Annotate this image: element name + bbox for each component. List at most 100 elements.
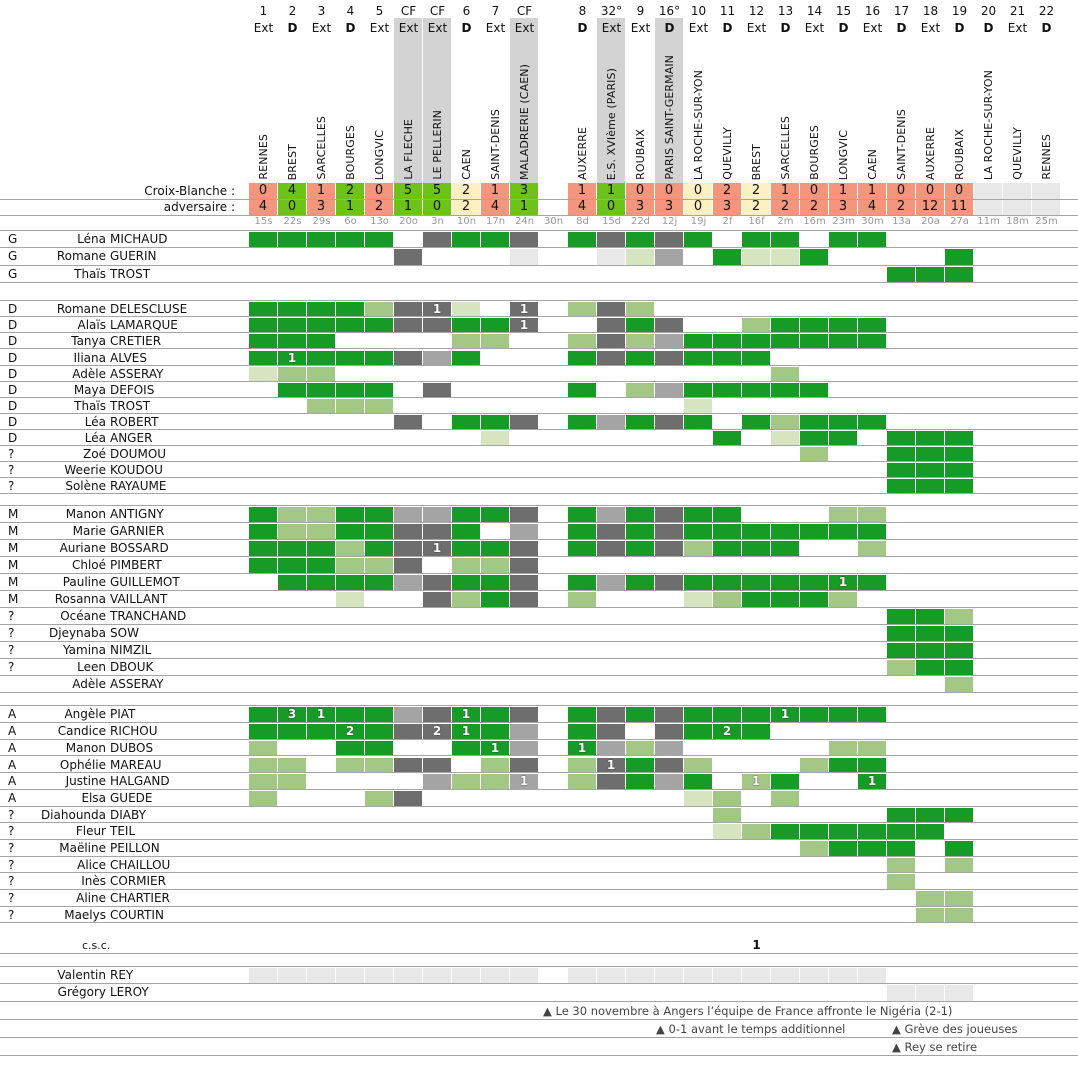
appearance-cell[interactable] bbox=[481, 757, 509, 773]
appearance-cell[interactable] bbox=[365, 507, 393, 523]
appearance-cell[interactable] bbox=[278, 302, 306, 317]
appearance-cell[interactable] bbox=[655, 707, 683, 723]
appearance-cell[interactable] bbox=[684, 398, 712, 413]
appearance-cell[interactable] bbox=[887, 463, 915, 478]
appearance-cell[interactable] bbox=[916, 643, 944, 659]
appearance-cell[interactable] bbox=[481, 414, 509, 429]
player-last-name[interactable]: NIMZIL bbox=[110, 643, 152, 658]
appearance-cell[interactable] bbox=[278, 558, 306, 574]
appearance-cell[interactable] bbox=[858, 575, 886, 591]
appearance-cell[interactable] bbox=[655, 318, 683, 333]
appearance-cell[interactable] bbox=[597, 249, 625, 265]
appearance-cell[interactable] bbox=[597, 318, 625, 333]
appearance-cell[interactable] bbox=[887, 874, 915, 890]
appearance-cell[interactable] bbox=[452, 967, 480, 983]
appearance-cell[interactable] bbox=[249, 724, 277, 739]
opponent-name[interactable]: PARIS SAINT-GERMAIN bbox=[655, 35, 684, 180]
appearance-cell[interactable] bbox=[771, 541, 799, 557]
appearance-cell[interactable] bbox=[365, 524, 393, 540]
appearance-cell[interactable] bbox=[249, 302, 277, 317]
appearance-cell[interactable] bbox=[829, 707, 857, 723]
appearance-cell[interactable] bbox=[365, 707, 393, 723]
appearance-cell[interactable] bbox=[278, 382, 306, 397]
player-last-name[interactable]: PIMBERT bbox=[110, 558, 162, 573]
appearance-cell[interactable] bbox=[423, 967, 451, 983]
appearance-cell[interactable] bbox=[249, 350, 277, 365]
appearance-cell[interactable] bbox=[278, 757, 306, 773]
appearance-cell[interactable] bbox=[684, 334, 712, 349]
appearance-cell[interactable] bbox=[336, 558, 364, 574]
appearance-cell[interactable] bbox=[800, 447, 828, 462]
appearance-cell[interactable] bbox=[945, 626, 973, 642]
appearance-cell[interactable] bbox=[452, 740, 480, 756]
appearance-cell[interactable] bbox=[684, 790, 712, 806]
appearance-cell[interactable] bbox=[481, 232, 509, 248]
appearance-cell[interactable] bbox=[423, 774, 451, 789]
appearance-cell[interactable] bbox=[800, 382, 828, 397]
appearance-cell[interactable] bbox=[858, 824, 886, 839]
appearance-cell[interactable]: 3 bbox=[278, 707, 306, 723]
appearance-cell[interactable] bbox=[336, 592, 364, 608]
appearance-cell[interactable] bbox=[510, 967, 538, 983]
appearance-cell[interactable] bbox=[887, 266, 915, 283]
appearance-cell[interactable] bbox=[336, 382, 364, 397]
opponent-name[interactable]: LONGVIC bbox=[829, 35, 858, 180]
appearance-cell[interactable] bbox=[336, 541, 364, 557]
player-last-name[interactable]: ASSERAY bbox=[110, 677, 164, 692]
appearance-cell[interactable] bbox=[365, 967, 393, 983]
appearance-cell[interactable] bbox=[249, 507, 277, 523]
appearance-cell[interactable] bbox=[365, 575, 393, 591]
player-last-name[interactable]: CHAILLOU bbox=[110, 857, 171, 872]
appearance-cell[interactable] bbox=[916, 266, 944, 283]
player-last-name[interactable]: TEIL bbox=[110, 824, 136, 839]
appearance-cell[interactable] bbox=[916, 479, 944, 494]
appearance-cell[interactable] bbox=[307, 366, 335, 381]
appearance-cell[interactable]: 1 bbox=[858, 774, 886, 789]
player-first-name[interactable]: Djeynaba bbox=[49, 626, 106, 641]
appearance-cell[interactable] bbox=[771, 366, 799, 381]
appearance-cell[interactable] bbox=[945, 807, 973, 823]
appearance-cell[interactable] bbox=[626, 302, 654, 317]
opponent-name[interactable]: LA FLECHE bbox=[394, 35, 423, 180]
appearance-cell[interactable] bbox=[916, 824, 944, 839]
appearance-cell[interactable] bbox=[945, 479, 973, 494]
appearance-cell[interactable] bbox=[481, 707, 509, 723]
appearance-cell[interactable] bbox=[249, 790, 277, 806]
appearance-cell[interactable] bbox=[597, 740, 625, 756]
opponent-name[interactable]: SAINT-DENIS bbox=[887, 35, 916, 180]
appearance-cell[interactable] bbox=[568, 707, 596, 723]
appearance-cell[interactable] bbox=[278, 774, 306, 789]
player-first-name[interactable]: Diahounda bbox=[40, 807, 106, 822]
appearance-cell[interactable] bbox=[800, 967, 828, 983]
appearance-cell[interactable] bbox=[829, 592, 857, 608]
appearance-cell[interactable] bbox=[626, 967, 654, 983]
appearance-cell[interactable] bbox=[278, 318, 306, 333]
appearance-cell[interactable] bbox=[655, 541, 683, 557]
appearance-cell[interactable] bbox=[713, 807, 741, 823]
appearance-cell[interactable] bbox=[713, 350, 741, 365]
appearance-cell[interactable] bbox=[597, 575, 625, 591]
appearance-cell[interactable] bbox=[887, 643, 915, 659]
appearance-cell[interactable] bbox=[249, 757, 277, 773]
appearance-cell[interactable] bbox=[655, 740, 683, 756]
appearance-cell[interactable] bbox=[365, 382, 393, 397]
player-first-name[interactable]: Romane bbox=[56, 249, 106, 264]
appearance-cell[interactable] bbox=[887, 841, 915, 856]
appearance-cell[interactable]: 2 bbox=[336, 724, 364, 739]
appearance-cell[interactable] bbox=[858, 967, 886, 983]
player-last-name[interactable]: PIAT bbox=[110, 707, 136, 722]
player-first-name[interactable]: Thaïs bbox=[74, 266, 106, 281]
appearance-cell[interactable] bbox=[452, 774, 480, 789]
appearance-cell[interactable] bbox=[887, 660, 915, 676]
appearance-cell[interactable]: 1 bbox=[452, 724, 480, 739]
appearance-cell[interactable] bbox=[568, 724, 596, 739]
player-last-name[interactable]: KOUDOU bbox=[110, 463, 163, 478]
player-last-name[interactable]: GARNIER bbox=[110, 524, 165, 539]
appearance-cell[interactable]: 1 bbox=[481, 740, 509, 756]
appearance-cell[interactable] bbox=[742, 350, 770, 365]
player-last-name[interactable]: ANTIGNY bbox=[110, 507, 164, 522]
appearance-cell[interactable] bbox=[887, 431, 915, 446]
player-last-name[interactable]: DIABY bbox=[110, 807, 146, 822]
appearance-cell[interactable] bbox=[829, 757, 857, 773]
appearance-cell[interactable] bbox=[800, 757, 828, 773]
